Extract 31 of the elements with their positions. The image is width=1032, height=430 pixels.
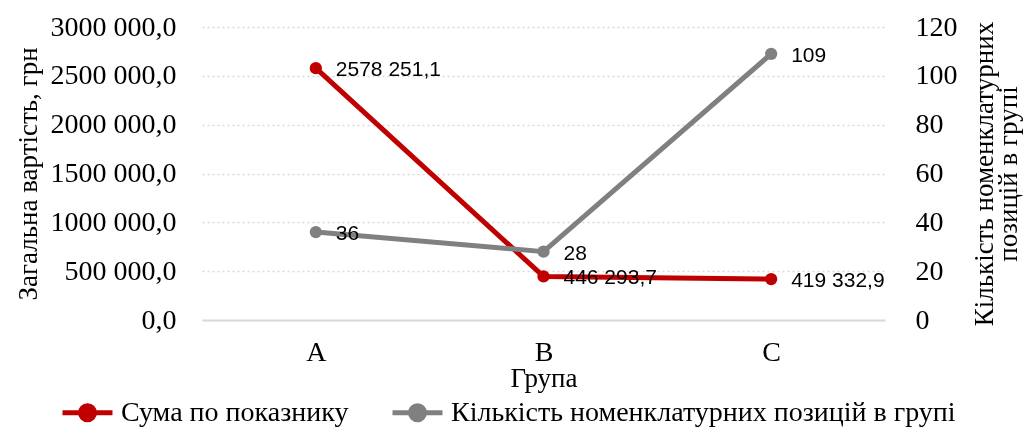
data-label: 2578 251,1 xyxy=(335,57,441,81)
y2-tick-label: 120 xyxy=(915,10,958,42)
data-label: 36 xyxy=(335,221,360,245)
data-label: 28 xyxy=(563,240,587,264)
y-tick-label: 1000 000,0 xyxy=(50,205,177,237)
point xyxy=(537,270,550,283)
y-tick-label: 2000 000,0 xyxy=(50,108,177,140)
y2-axis-title: Кількість номенклатурних позицій в групі xyxy=(968,21,1023,327)
data-label: 419 332,9 xyxy=(791,268,885,292)
y2-tick-label: 0 xyxy=(915,303,930,335)
y-tick-label: 0,0 xyxy=(141,303,177,335)
y-tick-label: 3000 000,0 xyxy=(50,10,177,42)
y2-tick-label: 40 xyxy=(915,205,944,237)
point xyxy=(765,272,778,286)
y2-tick-label: 20 xyxy=(915,254,944,286)
y-axis-title: Загальна вартість, грн xyxy=(12,47,43,301)
point xyxy=(765,47,778,60)
point xyxy=(537,245,550,258)
x-tick-label: C xyxy=(762,335,782,367)
y2-tick-label: 100 xyxy=(915,59,958,91)
legend-label: Сума по показнику xyxy=(121,395,349,427)
point xyxy=(309,225,322,239)
y2-tick-label: 60 xyxy=(915,157,944,188)
x-tick-label: A xyxy=(306,335,328,367)
legend-label: Кількість номенклатурних позицій в групі xyxy=(451,395,956,427)
y-tick-label: 500 000,0 xyxy=(64,254,177,286)
y2-tick-label: 80 xyxy=(915,108,944,140)
data-label: 109 xyxy=(791,42,827,66)
y-tick-label: 2500 000,0 xyxy=(50,59,177,91)
y-tick-label: 1500 000,0 xyxy=(50,157,177,188)
point xyxy=(309,62,322,75)
